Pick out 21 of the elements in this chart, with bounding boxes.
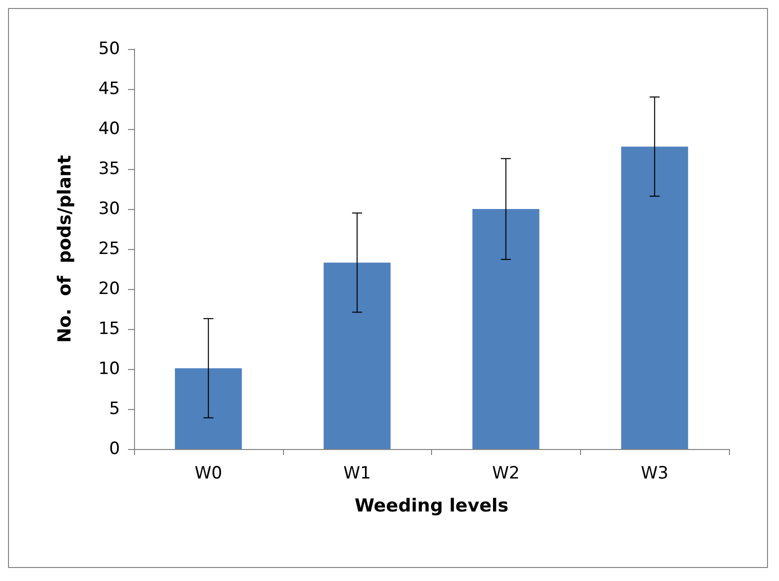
y-tick-label: 15 — [98, 319, 120, 339]
y-tick-label: 0 — [109, 439, 120, 459]
bar — [174, 368, 242, 449]
bar — [324, 262, 391, 449]
bar — [621, 146, 688, 449]
y-tick-label: 25 — [98, 239, 120, 259]
y-tick-label: 10 — [98, 359, 120, 379]
x-tick-label: W2 — [492, 464, 520, 484]
y-tick-label: 30 — [98, 199, 120, 219]
y-tick-label: 50 — [98, 39, 120, 59]
y-tick-label: 40 — [98, 119, 120, 139]
y-tick-label: 5 — [109, 399, 120, 419]
y-tick-label: 45 — [98, 79, 120, 99]
y-tick-label: 35 — [98, 159, 120, 179]
x-axis-title: Weeding levels — [354, 496, 508, 516]
y-axis-title: No. of pods/plant — [54, 154, 76, 343]
x-tick-label: W0 — [194, 464, 222, 484]
x-tick-label: W3 — [640, 464, 668, 484]
bar — [472, 209, 540, 449]
x-tick-label: W1 — [343, 464, 371, 484]
y-tick-label: 20 — [98, 279, 120, 299]
